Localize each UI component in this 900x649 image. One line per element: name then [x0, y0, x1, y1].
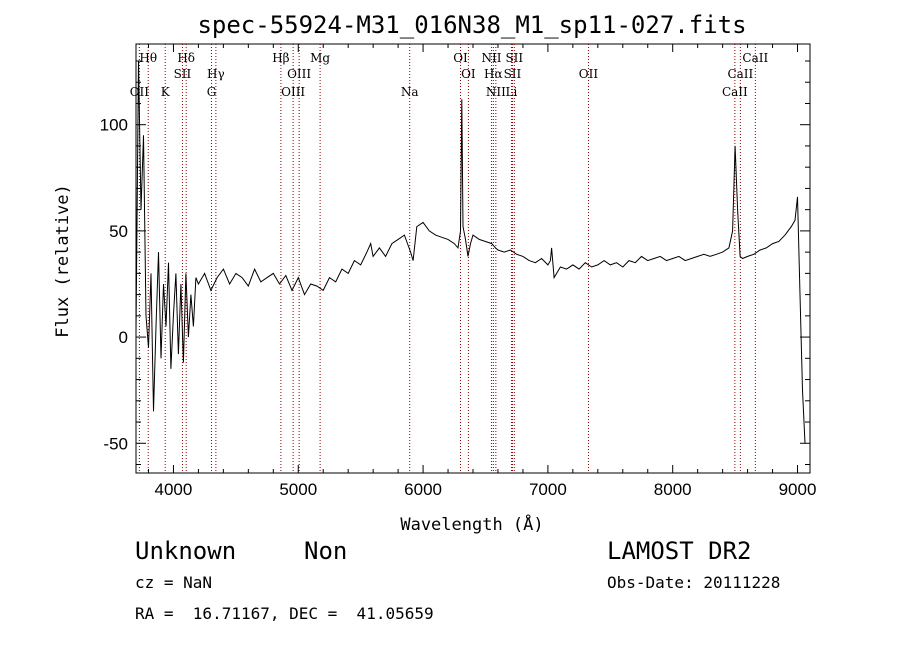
x-tick-label: 5000 — [279, 480, 317, 499]
emission-line-label: K — [161, 85, 171, 99]
emission-line-label: CaII — [727, 67, 753, 81]
emission-line-label: Na — [401, 85, 419, 99]
x-tick-label: 4000 — [155, 480, 193, 499]
y-axis-label: Flux (relative) — [53, 184, 73, 338]
x-tick-label: 7000 — [529, 480, 567, 499]
emission-line-label: OI — [461, 67, 476, 81]
y-tick-label: 0 — [119, 328, 128, 347]
emission-line-label: Mg — [310, 51, 330, 65]
emission-line-label: OII — [579, 67, 599, 81]
spectrum-series-line — [135, 60, 806, 444]
observation-date: Obs-Date: 20111228 — [607, 573, 781, 592]
y-axis-ticks: -50 0 50 100 — [100, 60, 810, 466]
survey-name: LAMOST DR2 — [607, 537, 752, 565]
emission-line-label: Hα — [484, 67, 503, 81]
x-tick-label: 8000 — [654, 480, 692, 499]
emission-line-label: Hδ — [177, 51, 195, 65]
emission-line-label: OIII — [287, 67, 311, 81]
y-tick-label: 100 — [100, 116, 128, 135]
emission-line-label: CaII — [722, 85, 748, 99]
coordinates: RA = 16.71167, DEC = 41.05659 — [135, 604, 434, 623]
redshift-cz: cz = NaN — [135, 573, 213, 592]
emission-line-label: OI — [453, 51, 468, 65]
emission-line-label: SII — [504, 67, 522, 81]
object-class: Unknown — [135, 537, 237, 565]
emission-line-label: G — [207, 85, 217, 99]
y-tick-label: 50 — [109, 222, 128, 241]
emission-line-label: NII — [481, 51, 501, 65]
x-axis-ticks: 4000 5000 6000 7000 8000 9000 — [147, 44, 817, 499]
x-tick-label: 9000 — [779, 480, 817, 499]
y-tick-label: -50 — [103, 434, 128, 453]
emission-line-label: OIII — [281, 85, 305, 99]
emission-line-label: SII — [505, 51, 523, 65]
emission-line-label: Hγ — [207, 67, 225, 81]
chart-title: spec-55924-M31_016N38_M1_sp11-027.fits — [197, 11, 746, 39]
emission-line-label: CaII — [742, 51, 768, 65]
x-tick-label: 6000 — [404, 480, 442, 499]
emission-line-label: Hβ — [272, 51, 289, 65]
emission-line-label: Li — [506, 85, 518, 99]
plot-frame — [135, 43, 811, 474]
emission-line-label: Hθ — [139, 51, 157, 65]
x-axis-label: Wavelength (Å) — [400, 513, 543, 535]
object-subclass: Non — [304, 537, 348, 565]
emission-line-label: SII — [174, 67, 192, 81]
emission-line-markers — [138, 44, 756, 473]
emission-line-label: NII — [486, 85, 506, 99]
